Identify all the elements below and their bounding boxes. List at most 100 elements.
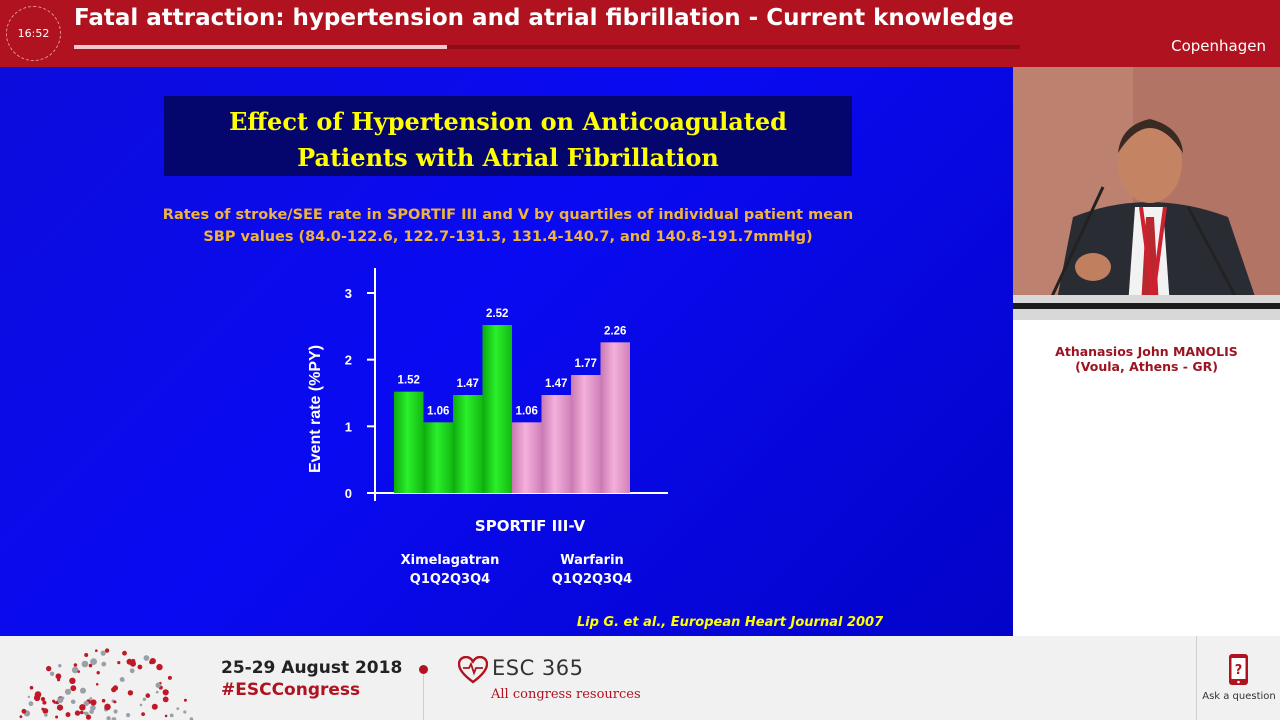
globe-dot bbox=[70, 699, 76, 704]
globe-dot bbox=[104, 648, 110, 653]
esc-heart-icon[interactable] bbox=[458, 656, 488, 684]
globe-dot bbox=[55, 673, 62, 680]
legend-group-quartiles: Q1Q2Q3Q4 bbox=[409, 572, 491, 587]
chart-bar-value-label: 1.06 bbox=[427, 405, 449, 417]
speaker-video[interactable] bbox=[1013, 67, 1280, 320]
globe-dot bbox=[65, 712, 71, 718]
globe-dot bbox=[42, 708, 49, 714]
legend-group-warfarin: Warfarin Q1Q2Q3Q4 bbox=[517, 551, 667, 589]
globe-dot bbox=[139, 703, 143, 707]
session-header: 16:52 Fatal attraction: hypertension and… bbox=[0, 0, 1280, 67]
globe-dot bbox=[79, 710, 84, 715]
globe-dot bbox=[95, 683, 99, 686]
speaker-name: Athanasios John MANOLIS bbox=[1055, 344, 1238, 359]
globe-dot bbox=[90, 705, 96, 711]
session-clock: 16:52 bbox=[6, 6, 61, 61]
chart-bar-value-label: 1.47 bbox=[457, 378, 479, 390]
globe-dot bbox=[80, 687, 86, 694]
legend-group-ximelagatran: Ximelagatran Q1Q2Q3Q4 bbox=[375, 551, 525, 589]
globe-dot bbox=[155, 690, 159, 694]
globe-dot bbox=[111, 717, 117, 720]
globe-dot bbox=[90, 699, 97, 706]
chart-bar bbox=[423, 422, 453, 493]
globe-dot bbox=[176, 707, 180, 710]
chart-y-tick-label: 1 bbox=[345, 419, 352, 434]
presentation-slide: Effect of Hypertension on Anticoagulated… bbox=[0, 67, 1013, 636]
slide-title: Effect of Hypertension on Anticoagulated… bbox=[164, 96, 852, 176]
globe-dot bbox=[155, 682, 161, 688]
esc365-subtitle[interactable]: All congress resources bbox=[491, 687, 641, 702]
globe-dot bbox=[126, 713, 131, 718]
globe-dot bbox=[189, 717, 194, 720]
globe-dot bbox=[119, 677, 125, 682]
globe-dot bbox=[100, 650, 106, 656]
congress-dates: 25-29 August 2018 bbox=[221, 658, 403, 678]
globe-dot bbox=[81, 660, 89, 668]
chart-bar bbox=[571, 375, 601, 493]
globe-dot bbox=[84, 653, 89, 657]
globe-dot bbox=[56, 704, 64, 711]
globe-dot bbox=[106, 716, 111, 720]
globe-dot bbox=[113, 700, 117, 704]
event-rate-bar-chart: 0 1 2 3 Event rate (%PY) 1.52 1.06 1.47 2.52 1.06… bbox=[307, 268, 668, 501]
globe-dot bbox=[142, 697, 147, 701]
globe-dot bbox=[83, 711, 87, 715]
chart-bar bbox=[453, 395, 483, 493]
congress-globe-logo bbox=[19, 648, 194, 720]
globe-dot bbox=[27, 695, 31, 699]
globe-dot bbox=[169, 713, 174, 718]
globe-dot bbox=[79, 704, 86, 711]
svg-text:?: ? bbox=[1235, 663, 1243, 678]
globe-dot bbox=[127, 690, 134, 696]
slide-subtitle-line: SBP values (84.0-122.6, 122.7-131.3, 131… bbox=[203, 229, 813, 245]
globe-dot bbox=[49, 671, 55, 676]
globe-dot bbox=[137, 664, 143, 670]
globe-dot bbox=[58, 664, 62, 668]
globe-dot bbox=[95, 649, 98, 652]
chart-y-axis-label: Event rate (%PY) bbox=[307, 345, 324, 473]
globe-dot bbox=[70, 685, 77, 692]
globe-dot bbox=[126, 658, 133, 665]
globe-dot bbox=[129, 668, 135, 674]
session-title: Fatal attraction: hypertension and atria… bbox=[74, 5, 1014, 31]
chart-bar bbox=[482, 325, 512, 493]
chart-bar bbox=[394, 391, 424, 493]
legend-group-quartiles: Q1Q2Q3Q4 bbox=[551, 572, 633, 587]
chart-bar-value-label: 1.06 bbox=[516, 405, 538, 417]
globe-dot bbox=[40, 697, 46, 702]
congress-footer: 25-29 August 2018 #ESCCongress ESC 365 A… bbox=[0, 636, 1280, 720]
globe-dot bbox=[90, 658, 97, 665]
globe-dot bbox=[164, 714, 168, 718]
globe-dot bbox=[141, 712, 146, 716]
globe-dot bbox=[71, 666, 79, 674]
globe-dot bbox=[46, 665, 52, 672]
speaker-name-block: Athanasios John MANOLIS (Voula, Athens -… bbox=[1013, 344, 1280, 374]
globe-dot bbox=[167, 675, 172, 680]
globe-dot bbox=[73, 663, 78, 667]
globe-dot bbox=[101, 661, 107, 667]
globe-dot bbox=[28, 701, 34, 707]
chart-bar-value-label: 1.52 bbox=[398, 375, 420, 387]
ask-question-phone-icon[interactable]: ? bbox=[1228, 653, 1249, 686]
globe-dot bbox=[183, 710, 187, 714]
globe-dot bbox=[57, 697, 64, 704]
congress-location: Copenhagen bbox=[1171, 37, 1266, 55]
esc365-link[interactable]: ESC 365 bbox=[492, 656, 584, 680]
congress-hashtag: #ESCCongress bbox=[221, 680, 361, 700]
globe-dot bbox=[42, 700, 47, 705]
chart-x-axis-label: SPORTIF III-V bbox=[474, 517, 586, 535]
globe-dot bbox=[61, 696, 65, 700]
globe-dot bbox=[21, 708, 27, 714]
separator-dot bbox=[419, 665, 428, 674]
globe-dot bbox=[77, 670, 80, 673]
chart-y-tick-label: 2 bbox=[345, 353, 352, 368]
playback-progress-fill bbox=[74, 45, 447, 49]
slide-citation: Lip G. et al., European Heart Journal 20… bbox=[576, 615, 884, 630]
playback-progress-bar[interactable] bbox=[74, 45, 1020, 49]
globe-dot bbox=[156, 663, 163, 671]
speaker-info-panel: Athanasios John MANOLIS (Voula, Athens -… bbox=[1013, 320, 1280, 636]
globe-dot bbox=[44, 713, 48, 717]
globe-dot bbox=[183, 698, 187, 702]
ask-question-button[interactable]: Ask a question bbox=[1202, 691, 1276, 702]
chart-bar-value-label: 2.52 bbox=[486, 308, 508, 320]
